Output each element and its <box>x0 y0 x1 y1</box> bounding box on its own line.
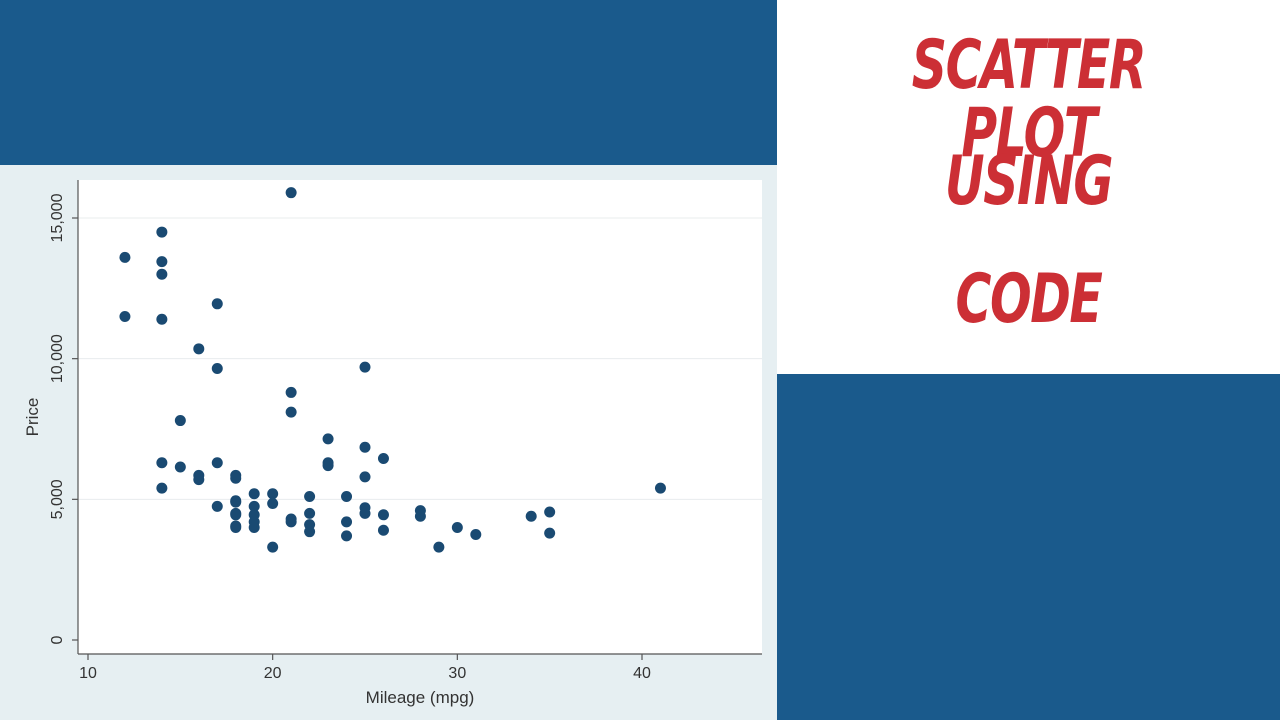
data-point <box>304 526 316 538</box>
data-point <box>341 530 353 542</box>
data-point <box>341 516 353 528</box>
data-point <box>433 541 445 553</box>
data-point <box>359 471 371 483</box>
x-tick-label: 40 <box>633 665 651 682</box>
data-point <box>304 507 316 519</box>
y-tick-label: 10,000 <box>49 334 66 383</box>
x-tick-label: 10 <box>79 665 97 682</box>
data-point <box>230 472 242 484</box>
data-point <box>359 441 371 453</box>
axes: 0 5,000 10,000 15,000 10 20 30 40 <box>49 180 762 682</box>
data-point <box>156 226 168 238</box>
data-point <box>322 433 334 445</box>
plot-area <box>78 180 762 654</box>
data-point <box>156 457 168 469</box>
data-point <box>174 461 186 473</box>
data-point <box>285 516 297 528</box>
data-point <box>322 460 334 472</box>
data-point <box>470 529 482 540</box>
data-point <box>193 343 205 355</box>
data-point <box>414 510 426 522</box>
data-point <box>230 496 242 508</box>
x-tick-label: 30 <box>448 665 466 682</box>
data-point <box>544 506 556 518</box>
data-point <box>174 415 186 427</box>
y-tick-label: 15,000 <box>49 193 66 242</box>
gridlines <box>78 217 762 500</box>
data-point <box>211 457 223 469</box>
data-point <box>377 453 389 465</box>
top-left-banner <box>0 0 777 165</box>
data-point <box>544 527 556 539</box>
data-point <box>230 509 242 521</box>
data-point <box>211 500 223 512</box>
data-point <box>156 313 168 325</box>
data-point <box>267 541 279 553</box>
data-point <box>119 310 131 322</box>
bottom-right-banner <box>777 374 1280 720</box>
data-point <box>285 386 297 398</box>
y-tick-label: 5,000 <box>49 479 66 519</box>
points <box>119 187 666 553</box>
data-point <box>377 509 389 521</box>
data-point <box>211 298 223 310</box>
data-point <box>304 491 316 503</box>
data-point <box>248 500 260 512</box>
x-axis-label: Mileage (mpg) <box>366 688 475 707</box>
data-point <box>285 187 297 199</box>
data-point <box>377 524 389 536</box>
data-point <box>267 488 279 500</box>
data-point <box>285 406 297 418</box>
data-point <box>119 251 131 263</box>
data-point <box>341 491 353 503</box>
title-line-1: SCATTER PLOT <box>911 26 1147 173</box>
y-tick-label: 0 <box>49 635 66 644</box>
data-point <box>248 488 260 500</box>
y-axis-label: Price <box>23 398 42 437</box>
title-line-3: CODE <box>955 260 1103 339</box>
data-point <box>359 361 371 373</box>
data-point <box>248 521 260 533</box>
data-point <box>359 507 371 519</box>
data-point <box>156 256 168 268</box>
data-point <box>525 510 537 522</box>
data-point <box>156 482 168 494</box>
data-point <box>654 482 666 494</box>
data-point <box>451 521 463 533</box>
x-tick-label: 20 <box>264 665 282 682</box>
data-point <box>193 474 205 486</box>
data-point <box>211 363 223 375</box>
title-panel <box>777 0 1280 374</box>
data-point <box>230 521 242 533</box>
data-point <box>267 498 279 510</box>
title-line-2: USING <box>944 142 1114 221</box>
scatter-chart: 0 5,000 10,000 15,000 10 20 30 40 Mileage (mpg)… <box>23 180 762 707</box>
data-point <box>156 268 168 280</box>
